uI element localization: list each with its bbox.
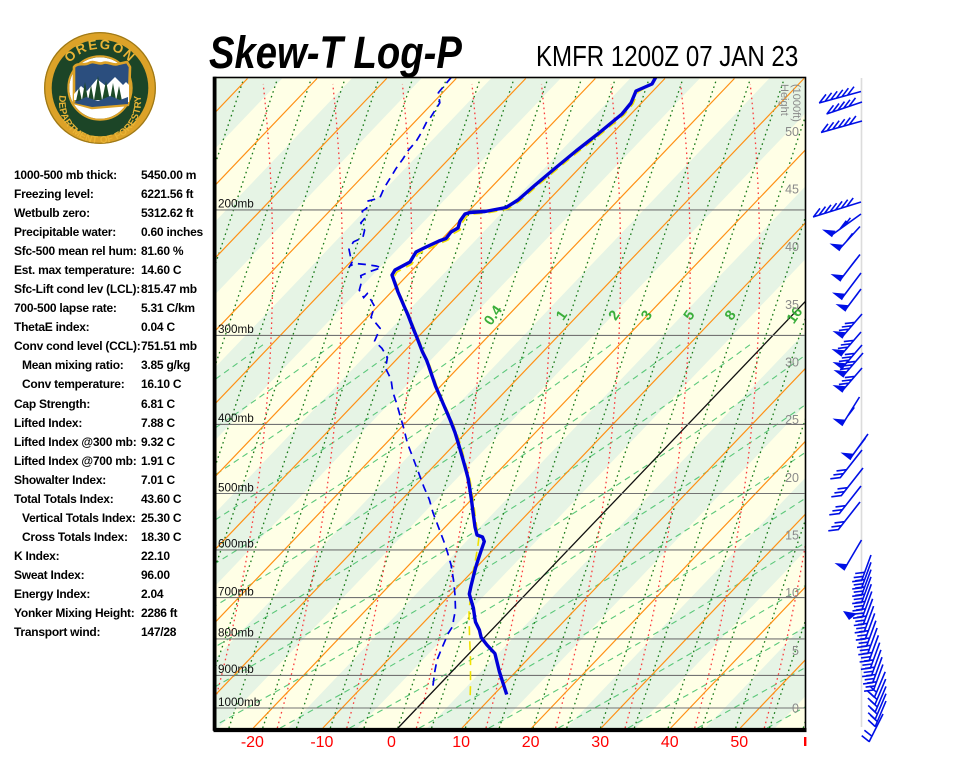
svg-text:20: 20 xyxy=(785,471,799,485)
svg-text:Height: Height xyxy=(778,84,790,116)
svg-text:50: 50 xyxy=(785,125,799,139)
svg-text:25: 25 xyxy=(785,413,799,427)
svg-text:-20: -20 xyxy=(241,734,264,751)
svg-text:30: 30 xyxy=(785,356,799,370)
svg-text:10: 10 xyxy=(785,586,799,600)
svg-text:0: 0 xyxy=(792,702,799,716)
svg-text:45: 45 xyxy=(785,183,799,197)
svg-text:5: 5 xyxy=(792,644,799,658)
svg-text:35: 35 xyxy=(785,298,799,312)
svg-text:10: 10 xyxy=(452,734,470,751)
svg-text:900mb: 900mb xyxy=(218,663,254,676)
svg-text:600mb: 600mb xyxy=(218,538,254,551)
svg-text:400mb: 400mb xyxy=(218,412,254,425)
svg-text:-10: -10 xyxy=(310,734,333,751)
svg-text:40: 40 xyxy=(785,240,799,254)
svg-text:700mb: 700mb xyxy=(218,585,254,598)
svg-text:200mb: 200mb xyxy=(218,198,254,211)
svg-text:(1000ft): (1000ft) xyxy=(790,84,802,122)
svg-text:40: 40 xyxy=(661,734,679,751)
svg-text:800mb: 800mb xyxy=(218,627,254,640)
svg-text:0: 0 xyxy=(387,734,396,751)
svg-text:50: 50 xyxy=(730,734,748,751)
svg-text:30: 30 xyxy=(591,734,609,751)
svg-text:15: 15 xyxy=(785,529,799,543)
svg-text:500mb: 500mb xyxy=(218,481,254,494)
svg-text:16: 16 xyxy=(784,305,806,327)
svg-text:300mb: 300mb xyxy=(218,323,254,336)
svg-text:1000mb: 1000mb xyxy=(218,696,261,709)
svg-text:20: 20 xyxy=(522,734,540,751)
